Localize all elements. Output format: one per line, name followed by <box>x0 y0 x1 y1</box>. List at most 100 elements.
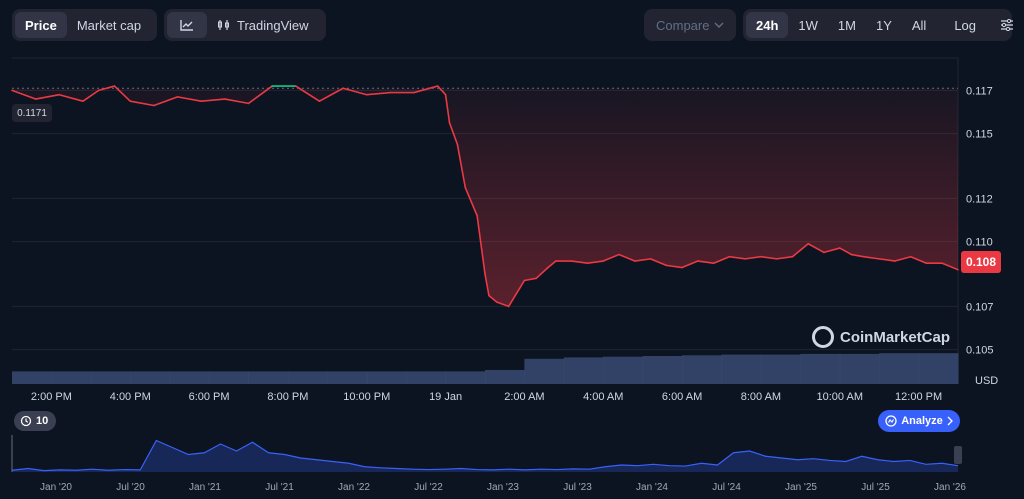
volume-bar <box>169 371 210 384</box>
price-tab[interactable]: Price <box>15 12 67 38</box>
price-line-segment <box>129 100 155 107</box>
market-cap-tab[interactable]: Market cap <box>76 17 142 33</box>
price-line-segment <box>791 242 810 258</box>
price-marketcap-toggle: Price Market cap <box>12 9 157 41</box>
price-line-segment <box>484 273 490 297</box>
volume-bar <box>682 355 722 384</box>
volume-bar <box>879 353 920 384</box>
events-badge[interactable]: 10 <box>14 411 56 431</box>
navigator-tick-label: Jul '20 <box>116 482 145 493</box>
range-1w[interactable]: 1W <box>798 17 818 33</box>
navigator-tick-label: Jan '23 <box>487 482 519 493</box>
analyze-button[interactable]: Analyze <box>878 410 960 432</box>
analyze-label: Analyze <box>901 415 943 427</box>
price-line-segment <box>342 87 368 96</box>
watermark-text: CoinMarketCap <box>840 328 951 346</box>
price-line-segment <box>113 85 132 103</box>
price-line-segment <box>697 260 715 264</box>
price-line-segment <box>878 258 896 262</box>
volume-bar <box>800 353 841 384</box>
price-line-segment <box>744 255 762 260</box>
chart-toolbar: Price Market cap TradingView Compare 24h… <box>0 0 1024 50</box>
volume-bar <box>51 371 92 384</box>
x-tick-label: 4:00 PM <box>110 391 151 403</box>
range-1m[interactable]: 1M <box>837 17 856 33</box>
y-tick-label: 0.107 <box>966 301 994 313</box>
price-line-segment <box>456 143 467 189</box>
x-tick-label: 19 Jan <box>429 391 462 403</box>
navigator-tick-label: Jan '21 <box>189 482 221 493</box>
volume-bar <box>12 371 52 384</box>
range-24h[interactable]: 24h <box>746 12 789 38</box>
price-line-segment <box>807 242 825 254</box>
coinmarketcap-watermark: CoinMarketCap <box>812 326 950 348</box>
price-line-segment <box>318 87 344 103</box>
price-line-segment <box>633 258 652 262</box>
x-tick-label: 2:00 AM <box>504 391 544 403</box>
y-tick-label: 0.105 <box>966 345 994 357</box>
price-line-segment <box>97 85 116 92</box>
chevron-down-icon <box>714 22 724 28</box>
price-line-segment <box>586 260 605 264</box>
price-line-segment <box>476 214 486 275</box>
volume-bar <box>642 356 683 384</box>
price-line-segment <box>488 294 498 303</box>
volume-bar <box>287 371 328 384</box>
price-line-segment <box>436 85 447 96</box>
chevron-right-icon <box>947 416 953 426</box>
volume-bar <box>918 353 959 384</box>
compare-dropdown[interactable]: Compare <box>644 9 736 41</box>
volume-bar <box>485 370 525 384</box>
tradingview-button[interactable]: TradingView <box>207 12 319 38</box>
volume-bar <box>366 371 407 384</box>
price-line-segment <box>831 247 841 252</box>
price-line-segment <box>570 260 589 264</box>
price-line-segment <box>58 93 84 103</box>
price-line-segment <box>775 255 794 260</box>
volume-bar <box>406 371 447 384</box>
volume-bar <box>563 357 604 384</box>
line-chart-button[interactable] <box>167 12 207 38</box>
range-1y[interactable]: 1Y <box>875 17 892 33</box>
x-tick-label: 8:00 AM <box>741 391 781 403</box>
price-line-segment <box>909 255 928 264</box>
navigator-tick-label: Jul '25 <box>861 482 890 493</box>
compare-label: Compare <box>656 17 710 33</box>
volume-bar <box>721 354 762 384</box>
x-tick-label: 12:00 PM <box>895 391 942 403</box>
price-line-segment <box>515 279 526 295</box>
history-icon <box>20 415 32 427</box>
navigator-tick-label: Jan '24 <box>636 482 668 493</box>
chart-view-toggle: TradingView <box>164 9 326 41</box>
time-range-selector: 24h 1W 1M 1Y All Log <box>743 9 1014 41</box>
price-line-segment <box>894 255 912 262</box>
price-line-segment <box>681 260 699 269</box>
price-chart[interactable]: 0.105 0.107 0.110 0.112 0.115 0.117 2:00 PM 4:0… <box>0 50 1024 499</box>
price-line-segment <box>823 249 833 254</box>
price-line-segment <box>523 277 538 282</box>
analyze-icon <box>885 415 897 427</box>
price-line-segment <box>153 96 179 107</box>
range-all[interactable]: All <box>911 17 927 33</box>
navigator-right-handle <box>954 446 962 464</box>
price-line-segment <box>448 122 459 146</box>
navigator-tick-label: Jan '26 <box>934 482 966 493</box>
y-tick-label: 0.112 <box>966 193 993 205</box>
price-line-segment <box>941 262 959 271</box>
volume-bar <box>90 371 131 384</box>
navigator-tick-label: Jul '23 <box>563 482 592 493</box>
x-tick-label: 6:00 PM <box>189 391 230 403</box>
log-scale-button[interactable]: Log <box>954 17 977 33</box>
price-line-segment <box>838 247 853 256</box>
price-line-segment <box>850 253 865 258</box>
chart-settings-button[interactable] <box>994 12 1020 38</box>
volume-bar <box>248 371 289 384</box>
volume-bar <box>327 371 368 384</box>
price-line-segment <box>665 264 683 269</box>
price-line-segment <box>496 301 510 308</box>
price-line-segment <box>11 89 37 100</box>
y-tick-label: 0.110 <box>966 237 993 249</box>
volume-bar <box>603 356 644 384</box>
navigator-area <box>12 440 958 472</box>
x-tick-label: 10:00 PM <box>343 391 390 403</box>
